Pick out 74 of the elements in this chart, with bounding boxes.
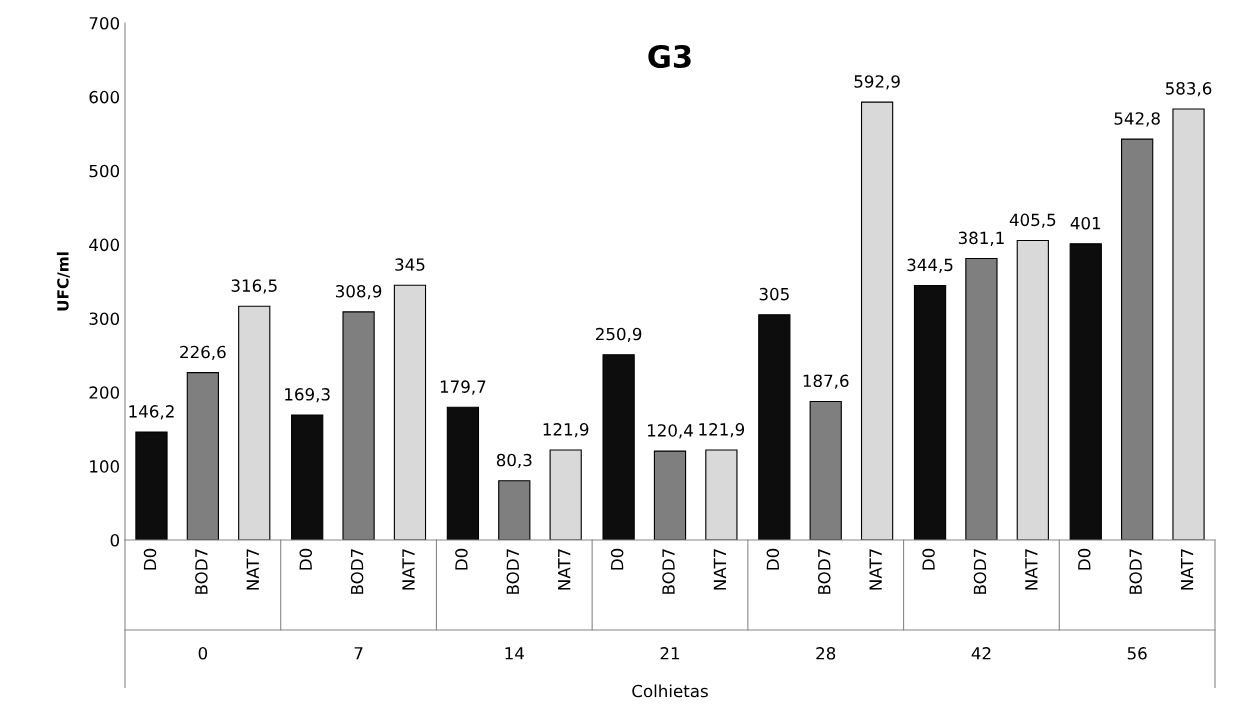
text: BOD7	[506, 549, 520, 594]
data-label: 381,1	[958, 231, 1004, 246]
bar	[135, 431, 168, 540]
data-label: 121,9	[543, 423, 589, 438]
text: BOD7	[350, 549, 364, 594]
y-tick-label: 100	[90, 460, 120, 473]
text: D0	[143, 548, 157, 570]
y-tick-label: 700	[89, 16, 120, 30]
text: BOD7	[817, 549, 831, 594]
text: NAT7	[869, 549, 882, 590]
bar	[291, 414, 324, 540]
bar	[913, 285, 947, 540]
x-tick-label: 21	[660, 647, 680, 660]
x-tick-label: 7	[354, 647, 363, 660]
data-label: 179,7	[440, 380, 486, 395]
data-label: 250,9	[595, 327, 642, 343]
text: D0	[610, 548, 624, 570]
bar	[705, 449, 738, 540]
y-tick-label: 500	[89, 164, 120, 178]
bar	[1172, 108, 1205, 540]
x-tick-label: 56	[1127, 647, 1147, 660]
y-tick-label: 300	[89, 312, 120, 325]
x-tick-label: 28	[816, 647, 836, 660]
y-tick-label: 0	[110, 533, 120, 547]
x-tick-label: 0	[198, 647, 208, 660]
x-tick-label: 14	[505, 647, 524, 660]
data-label: 405,5	[1009, 213, 1056, 228]
data-label: 120,4	[647, 424, 693, 439]
text: D0	[922, 548, 935, 570]
data-label: 345	[395, 258, 425, 271]
text: G3	[648, 44, 691, 69]
bar	[758, 314, 791, 540]
text: NAT7	[1180, 549, 1194, 590]
y-tick-label: 600	[89, 90, 120, 104]
bar	[446, 406, 480, 540]
text: D0	[455, 548, 468, 570]
text: BOD7	[195, 549, 208, 594]
data-label: 226,6	[180, 345, 226, 360]
data-label: 187,6	[803, 374, 849, 389]
data-label: 592,9	[854, 75, 900, 90]
x-axis-title: Colhietas	[632, 684, 708, 698]
data-label: 146,2	[129, 405, 174, 420]
text: NAT7	[402, 549, 415, 590]
data-label: 542,8	[1114, 112, 1160, 127]
text: NAT7	[1025, 549, 1038, 590]
text: BOD7	[973, 549, 987, 594]
data-label: 308,9	[335, 284, 382, 300]
y-axis-title: UFC/ml	[56, 252, 70, 311]
bar	[1069, 243, 1102, 540]
data-label: 401	[1070, 216, 1101, 230]
text: D0	[766, 548, 780, 570]
text: D0	[1077, 548, 1091, 570]
data-label: 305	[759, 287, 789, 301]
bar	[238, 305, 271, 540]
data-label: 169,3	[285, 388, 330, 403]
bar	[602, 354, 635, 540]
bar	[860, 101, 894, 540]
text: BOD7	[662, 549, 675, 594]
bar	[549, 449, 582, 540]
text: NAT7	[246, 549, 259, 590]
text: D0	[299, 548, 313, 570]
data-label: 344,5	[907, 258, 953, 273]
data-label: 121,9	[699, 423, 745, 438]
bar	[393, 284, 427, 540]
y-tick-label: 200	[89, 386, 120, 399]
y-tick-label: 400	[89, 238, 120, 252]
text: NAT7	[558, 549, 571, 590]
text: BOD7	[1129, 549, 1142, 594]
data-label: 80,3	[496, 453, 532, 469]
data-label: 316,5	[231, 279, 277, 294]
text: NAT7	[713, 549, 726, 590]
data-label: 583,6	[1165, 82, 1212, 97]
bar	[1016, 239, 1049, 540]
x-tick-label: 42	[971, 647, 991, 660]
